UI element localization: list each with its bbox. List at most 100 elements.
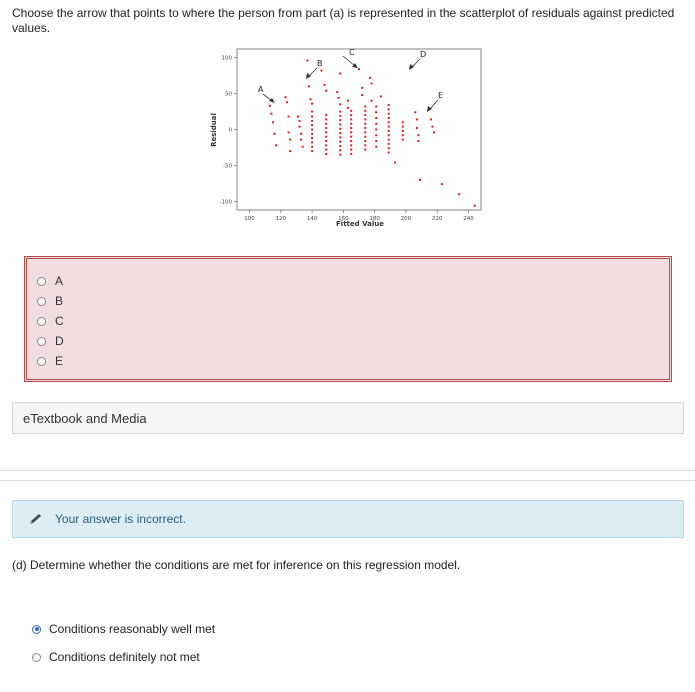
x-axis-label: Fitted Value — [336, 220, 384, 228]
data-point — [311, 115, 314, 118]
radio-e[interactable] — [37, 356, 46, 366]
data-point — [311, 145, 314, 148]
data-point — [325, 135, 328, 138]
radio-c[interactable] — [37, 316, 46, 326]
data-point — [347, 99, 350, 102]
data-point — [339, 114, 342, 117]
data-point — [307, 85, 310, 88]
data-point — [370, 82, 373, 85]
data-point — [361, 86, 364, 89]
data-point — [387, 129, 390, 132]
data-point — [387, 121, 390, 124]
choice-d[interactable]: D — [37, 332, 64, 350]
data-point — [350, 109, 353, 112]
option-reasonably-met[interactable]: Conditions reasonably well met — [32, 622, 215, 636]
residual-scatterplot: Residual Fitted Value 100 50 0 -50 -100 100 1… — [205, 44, 495, 234]
data-point — [339, 123, 342, 126]
data-point — [311, 102, 314, 105]
data-point — [287, 115, 290, 118]
data-point — [275, 144, 278, 147]
data-point — [379, 95, 382, 98]
data-point — [364, 118, 367, 121]
data-point — [440, 183, 443, 186]
data-point — [298, 125, 301, 128]
data-point — [325, 118, 328, 121]
data-point — [364, 114, 367, 117]
data-point — [387, 108, 390, 111]
y-ticks: 100 50 0 -50 -100 — [220, 56, 237, 205]
data-point — [273, 132, 276, 135]
data-point — [323, 83, 326, 86]
data-point — [375, 134, 378, 137]
data-point — [284, 96, 287, 99]
y-tick-label: 0 — [229, 128, 233, 134]
data-point — [375, 140, 378, 142]
section-divider-top — [0, 470, 695, 471]
x-tick-label: 100 — [244, 216, 255, 222]
y-tick-label: -50 — [223, 163, 232, 169]
radio-b[interactable] — [37, 296, 46, 306]
choice-e[interactable]: E — [37, 352, 63, 370]
data-point — [401, 121, 404, 124]
y-axis-label: Residual — [210, 113, 218, 147]
data-point — [289, 138, 292, 141]
data-point — [370, 99, 373, 102]
data-point — [433, 131, 436, 134]
arrow-a-head — [269, 98, 275, 103]
data-point — [350, 122, 353, 125]
y-tick-label: -100 — [220, 199, 233, 205]
data-point — [339, 149, 342, 152]
data-point — [364, 131, 367, 134]
data-point — [325, 152, 328, 155]
data-point — [347, 106, 350, 109]
data-point — [364, 127, 367, 130]
option-not-met-label: Conditions definitely not met — [49, 650, 200, 664]
arrow-label-e: E — [438, 91, 443, 100]
data-point — [375, 117, 378, 119]
data-point — [401, 125, 404, 128]
arrow-label-c: C — [349, 48, 355, 57]
radio-d[interactable] — [37, 336, 46, 346]
data-point — [473, 204, 476, 207]
x-tick-label: 180 — [369, 216, 380, 222]
data-point — [401, 134, 404, 137]
option-not-met[interactable]: Conditions definitely not met — [32, 650, 200, 664]
data-point — [350, 140, 353, 142]
pencil-icon — [30, 514, 41, 524]
choice-c[interactable]: C — [37, 312, 64, 330]
data-point — [375, 111, 378, 114]
feedback-banner: Your answer is incorrect. — [12, 500, 684, 538]
data-point — [339, 140, 342, 143]
radio-a[interactable] — [37, 276, 46, 286]
data-point — [311, 128, 314, 131]
part-d-question: (d) Determine whether the conditions are… — [12, 558, 461, 572]
data-point — [339, 136, 342, 139]
radio-not-met[interactable] — [32, 652, 41, 662]
etextbook-media-link[interactable]: eTextbook and Media — [12, 402, 684, 434]
arrow-c-head — [352, 63, 358, 68]
arrow-b-head — [306, 73, 311, 79]
choice-b[interactable]: B — [37, 292, 63, 310]
data-point — [375, 128, 378, 131]
data-point — [325, 122, 328, 125]
data-point — [375, 105, 378, 108]
choice-a[interactable]: A — [37, 272, 63, 290]
x-tick-label: 240 — [463, 216, 474, 222]
data-point — [300, 132, 303, 135]
data-point — [311, 150, 314, 153]
radio-reasonably-met[interactable] — [32, 624, 41, 634]
data-point — [387, 134, 390, 137]
data-point — [364, 148, 367, 151]
data-point — [297, 115, 299, 118]
data-point — [311, 110, 314, 113]
data-point — [339, 132, 342, 135]
answer-choices-box: A B C D E — [24, 256, 672, 382]
data-point — [325, 131, 328, 134]
data-point — [364, 135, 367, 138]
data-point — [431, 125, 434, 128]
data-point — [300, 138, 303, 141]
data-point — [350, 144, 353, 147]
data-point — [311, 132, 314, 135]
data-point — [387, 104, 390, 107]
data-point — [268, 104, 271, 107]
